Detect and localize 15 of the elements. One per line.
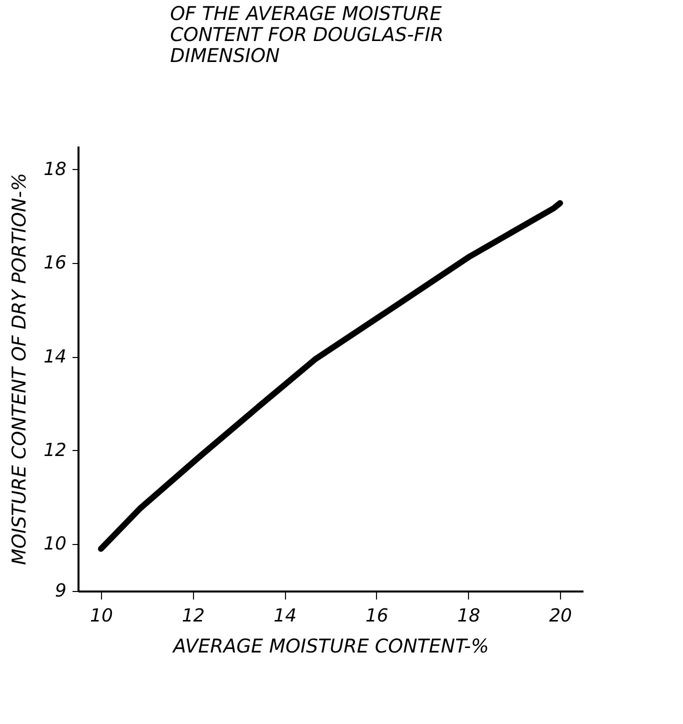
y-tick-label: 12 <box>44 440 66 461</box>
x-tick-label: 18 <box>457 606 480 626</box>
y-axis-title: MOISTURE CONTENT OF DRY PORTION-% <box>8 173 31 565</box>
x-tick-label: 10 <box>90 606 113 626</box>
y-tick-label: 14 <box>44 346 66 368</box>
y-tick-label: 10 <box>44 534 66 555</box>
y-tick-label: 18 <box>44 158 66 180</box>
x-axis-title: AVERAGE MOISTURE CONTENT-% <box>171 636 489 658</box>
x-tick-label: 20 <box>549 606 572 626</box>
y-tick-label: 16 <box>44 252 66 274</box>
x-tick-label: 14 <box>274 606 297 626</box>
chart-title: OF THE AVERAGE MOISTURE CONTENT FOR DOUGLAS-FIR DIMENSION <box>170 3 444 67</box>
x-tick-label: 16 <box>365 606 388 626</box>
x-tick-label: 12 <box>182 606 205 626</box>
y-tick-label: 9 <box>55 580 66 602</box>
